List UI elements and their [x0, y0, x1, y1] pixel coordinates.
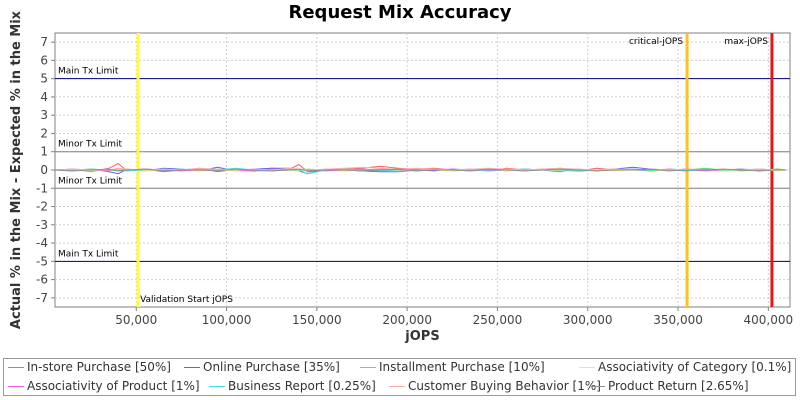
y-tick-label: -2	[36, 200, 48, 214]
limit-label: Minor Tx Limit	[58, 140, 123, 150]
legend-row: In-store Purchase [50%] Online Purchase […	[4, 359, 795, 377]
y-tick-label: -4	[36, 236, 48, 250]
legend-swatch	[389, 386, 405, 387]
y-tick-label: -6	[36, 273, 48, 287]
limit-label: Main Tx Limit	[58, 249, 119, 259]
series-lines	[54, 163, 787, 175]
y-tick-label: -7	[36, 291, 48, 305]
series-line	[54, 166, 787, 171]
y-tick-label: 2	[40, 126, 48, 140]
x-tick-label: 150,000	[292, 313, 342, 327]
vertical-marker-label: max-jOPS	[724, 37, 768, 47]
y-tick-label: 3	[40, 108, 48, 122]
x-tick-label: 250,000	[473, 313, 523, 327]
legend-swatch	[209, 386, 225, 387]
vertical-marker-label: Validation Start jOPS	[140, 295, 233, 305]
legend-label: Associativity of Category [0.1%]	[598, 360, 792, 374]
legend-swatch	[8, 367, 24, 368]
x-tick-label: 300,000	[563, 313, 613, 327]
horizontal-limit-markers: Main Tx Limit Minor Tx Limit Minor Tx Limi…	[55, 67, 790, 262]
legend-swatch	[184, 367, 200, 368]
y-axis-label: Actual % in the Mix - Expected % in the …	[9, 10, 24, 329]
limit-label: Minor Tx Limit	[58, 176, 123, 186]
y-tick-label: 5	[40, 72, 48, 86]
y-tick-label: 4	[40, 90, 48, 104]
chart-plot: Main Tx Limit Minor Tx Limit Minor Tx Limi…	[9, 10, 793, 344]
limit-label: Main Tx Limit	[58, 67, 119, 77]
legend-row: Associativity of Product [1%] Business Re…	[4, 378, 795, 396]
y-tick-label: 0	[40, 163, 48, 177]
legend-swatch	[360, 367, 376, 368]
y-tick-label: 1	[40, 145, 48, 159]
legend-swatch	[589, 386, 605, 387]
legend-label: Online Purchase [35%]	[203, 360, 340, 374]
legend-label: Business Report [0.25%]	[228, 379, 376, 393]
y-tick-label: -3	[36, 218, 48, 232]
legend-label: Associativity of Product [1%]	[27, 379, 200, 393]
chart-legend: In-store Purchase [50%] Online Purchase […	[3, 358, 796, 396]
chart-title: Request Mix Accuracy	[288, 2, 512, 23]
x-tick-label: 50,000	[115, 313, 157, 327]
legend-label: In-store Purchase [50%]	[27, 360, 171, 374]
x-tick-label: 400,000	[744, 313, 794, 327]
axis-ticks: 50,000 100,000 150,000 200,000 250,000 300,00…	[36, 35, 793, 327]
legend-label: Customer Buying Behavior [1%]	[408, 379, 601, 393]
x-axis-label: jOPS	[404, 329, 439, 344]
legend-label: Product Return [2.65%]	[608, 379, 749, 393]
y-tick-label: -1	[36, 181, 48, 195]
y-tick-label: -5	[36, 254, 48, 268]
y-tick-label: 6	[40, 53, 48, 67]
legend-label: Installment Purchase [10%]	[379, 360, 545, 374]
x-tick-label: 350,000	[653, 313, 703, 327]
y-tick-label: 7	[40, 35, 48, 49]
legend-swatch	[8, 386, 24, 387]
vertical-marker-label: critical-jOPS	[629, 37, 683, 47]
series-line	[54, 168, 787, 172]
x-tick-label: 100,000	[202, 313, 252, 327]
x-tick-label: 200,000	[382, 313, 432, 327]
legend-swatch	[579, 367, 595, 368]
